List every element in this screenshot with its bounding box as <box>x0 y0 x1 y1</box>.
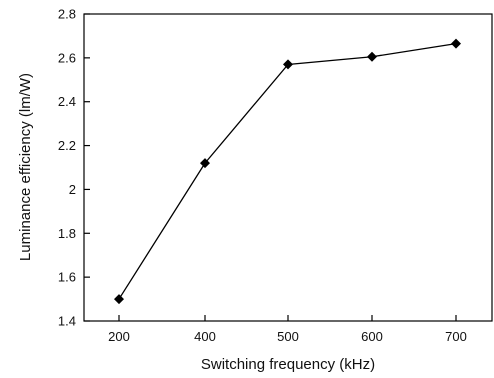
y-tick-label: 2 <box>69 182 76 197</box>
y-axis: 1.4 1.6 1.8 2 2.2 2.4 2.6 2.8 <box>58 7 90 329</box>
data-point-marker <box>367 51 377 62</box>
y-tick-label: 2.8 <box>58 7 76 22</box>
x-axis-title: Switching frequency (kHz) <box>201 356 375 373</box>
data-point-marker <box>283 59 293 70</box>
y-tick-label: 1.8 <box>58 226 76 241</box>
x-tick-label: 600 <box>361 329 383 344</box>
data-point-marker <box>114 294 124 305</box>
y-tick-label: 2.2 <box>58 138 76 153</box>
x-tick-label: 400 <box>194 329 216 344</box>
data-point-marker <box>200 158 210 169</box>
y-tick-label: 2.6 <box>58 50 76 65</box>
x-tick-label: 200 <box>108 329 130 344</box>
y-axis-title: Luminance efficiency (lm/W) <box>17 73 34 261</box>
y-tick-label: 1.6 <box>58 270 76 285</box>
series-line <box>118 42 457 300</box>
data-point-marker <box>451 38 461 49</box>
y-tick-label: 1.4 <box>58 314 76 329</box>
series-layer <box>114 38 461 305</box>
x-tick-label: 500 <box>277 329 299 344</box>
x-axis: 200 400 500 600 700 <box>108 315 467 344</box>
y-tick-label: 2.4 <box>58 94 76 109</box>
x-tick-label: 700 <box>445 329 467 344</box>
